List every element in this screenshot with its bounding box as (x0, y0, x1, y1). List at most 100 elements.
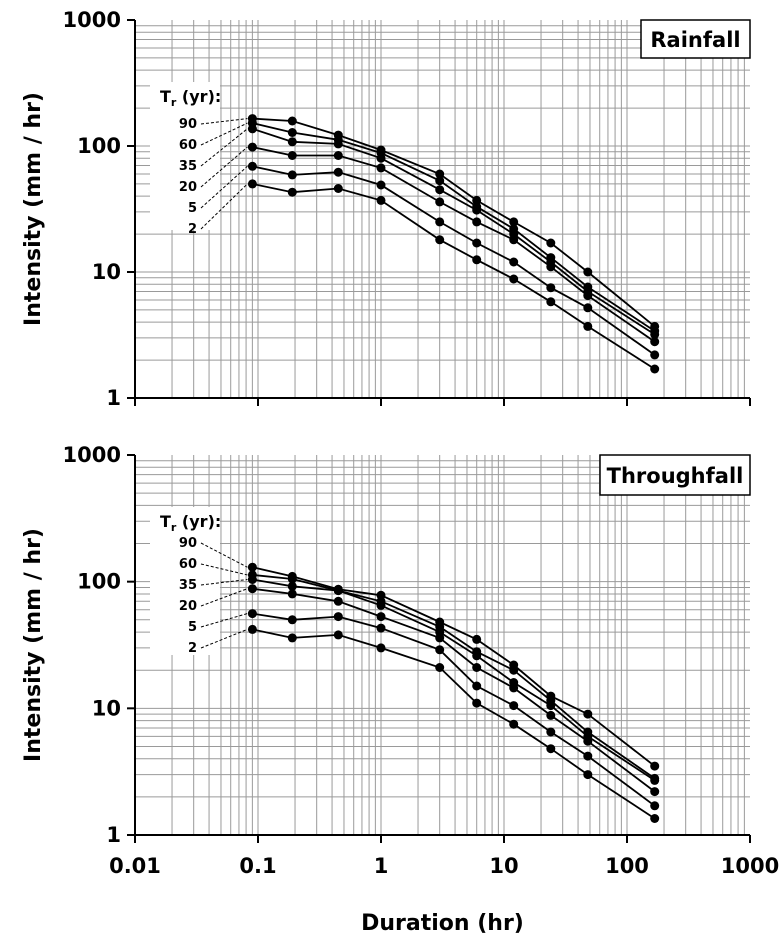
legend-leader-60 (200, 563, 248, 576)
data-point-2 (247, 624, 257, 634)
legend-background (150, 507, 220, 655)
panel-label-box (640, 19, 751, 59)
data-point-2 (376, 195, 386, 205)
data-point-90 (287, 116, 297, 126)
x-axis-title: Duration (hr) (361, 911, 524, 936)
data-point-5 (509, 701, 519, 711)
data-point-5 (287, 170, 297, 180)
series-line-20 (252, 587, 656, 793)
data-point-60 (287, 574, 297, 584)
legend-leader-2 (200, 183, 248, 230)
legend-label-90: 90 (179, 117, 197, 132)
data-point-90 (583, 709, 593, 719)
data-point-35 (650, 329, 660, 339)
frame-layer (127, 19, 751, 843)
data-point-5 (435, 645, 445, 655)
legend-label-5: 5 (188, 620, 197, 635)
data-point-20 (287, 589, 297, 599)
series-line-60 (252, 574, 656, 780)
data-point-90 (472, 195, 482, 205)
legend-label-20: 20 (179, 599, 197, 614)
data-point-20 (287, 151, 297, 160)
data-point-35 (472, 205, 482, 215)
data-point-20 (376, 612, 386, 622)
legend-title-suffix: (yr): (176, 512, 221, 531)
series-line-35 (252, 578, 656, 782)
data-point-2 (333, 184, 343, 193)
data-point-90 (650, 761, 660, 771)
legend-layer (150, 19, 751, 655)
data-point-2 (472, 255, 482, 265)
data-point-20 (376, 163, 386, 173)
data-point-2 (546, 744, 556, 754)
y-tick-label: 1 (106, 823, 121, 847)
panel-label: Throughfall (607, 464, 744, 488)
legend-label-2: 2 (188, 641, 197, 656)
data-point-2 (333, 630, 343, 640)
legend-title-subscript: r (171, 521, 177, 534)
data-point-90 (472, 634, 482, 644)
data-point-2 (247, 179, 257, 189)
data-point-35 (472, 651, 482, 661)
legend-leader-5 (200, 613, 248, 628)
x-tick-label: 1000 (721, 854, 779, 878)
legend-label-35: 35 (179, 578, 197, 593)
x-tick-label: 10 (489, 854, 518, 878)
data-point-35 (287, 137, 297, 147)
data-point-20 (435, 197, 445, 207)
y-tick-label: 10 (92, 260, 121, 284)
data-point-35 (333, 586, 343, 596)
series-layer (247, 114, 660, 823)
data-point-90 (509, 217, 519, 227)
data-point-20 (546, 710, 556, 720)
data-point-2 (287, 187, 297, 197)
y-tick-label: 10 (92, 696, 121, 720)
data-point-20 (333, 596, 343, 606)
legend-label-60: 60 (179, 557, 197, 572)
data-point-5 (583, 751, 593, 761)
legend-title-symbol: T (160, 87, 171, 106)
legend-label-2: 2 (188, 222, 197, 237)
data-point-2 (376, 643, 386, 653)
data-point-35 (287, 581, 297, 591)
data-point-2 (650, 364, 660, 374)
data-point-5 (376, 180, 386, 190)
data-point-35 (376, 600, 386, 610)
data-point-2 (583, 770, 593, 780)
data-point-20 (247, 142, 257, 152)
data-point-35 (435, 185, 445, 195)
data-point-20 (650, 337, 660, 347)
legend-label-90: 90 (179, 536, 197, 551)
legend-leader-35 (200, 579, 248, 586)
data-point-5 (287, 615, 297, 625)
data-point-35 (650, 775, 660, 785)
data-point-5 (583, 303, 593, 313)
x-tick-label: 0.1 (239, 854, 276, 878)
data-point-35 (247, 575, 257, 584)
data-point-20 (472, 663, 482, 672)
y-tick-label: 100 (77, 134, 121, 158)
data-point-2 (650, 814, 660, 823)
legend-leader-5 (200, 165, 248, 209)
legend-title: Tr (yr): (160, 512, 221, 534)
data-point-2 (287, 633, 297, 643)
data-point-5 (546, 283, 556, 293)
data-point-60 (435, 176, 445, 186)
y-tick-label: 1000 (63, 443, 121, 467)
data-point-35 (546, 701, 556, 711)
text-layer: 1 10 100 1000 Intensity (mm / hr) Rainfall Tr … (21, 8, 779, 936)
legend-leader-2 (200, 628, 248, 649)
data-point-35 (247, 124, 257, 134)
grid-layer (135, 20, 750, 835)
data-point-35 (376, 153, 386, 163)
legend-leader-20 (200, 588, 248, 607)
data-point-60 (509, 665, 519, 675)
x-tick-label: 0.01 (109, 854, 161, 878)
data-point-35 (333, 139, 343, 149)
series-line-35 (252, 127, 656, 336)
data-point-2 (435, 235, 445, 245)
x-tick-label: 100 (605, 854, 649, 878)
data-point-90 (583, 267, 593, 277)
series-line-90 (252, 117, 656, 328)
